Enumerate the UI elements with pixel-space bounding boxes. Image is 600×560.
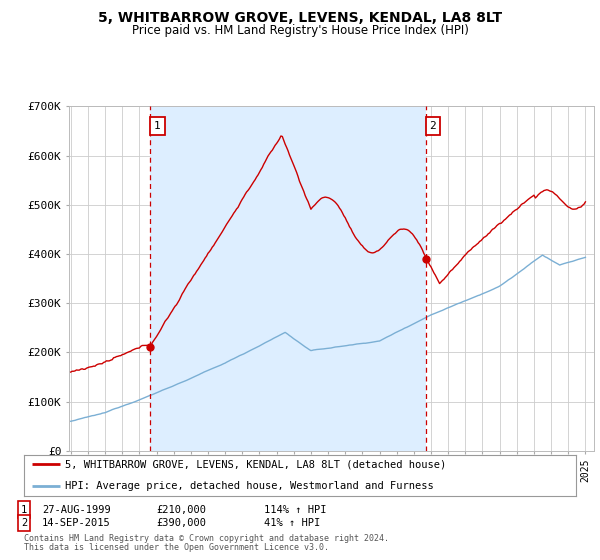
Text: 1: 1	[21, 505, 27, 515]
Text: 1: 1	[154, 121, 161, 131]
Text: Contains HM Land Registry data © Crown copyright and database right 2024.: Contains HM Land Registry data © Crown c…	[24, 534, 389, 543]
Text: £390,000: £390,000	[156, 518, 206, 528]
Text: 27-AUG-1999: 27-AUG-1999	[42, 505, 111, 515]
Text: 114% ↑ HPI: 114% ↑ HPI	[264, 505, 326, 515]
Text: 5, WHITBARROW GROVE, LEVENS, KENDAL, LA8 8LT (detached house): 5, WHITBARROW GROVE, LEVENS, KENDAL, LA8…	[65, 459, 446, 469]
Text: HPI: Average price, detached house, Westmorland and Furness: HPI: Average price, detached house, West…	[65, 480, 434, 491]
Text: 2: 2	[21, 518, 27, 528]
Text: 14-SEP-2015: 14-SEP-2015	[42, 518, 111, 528]
Text: 5, WHITBARROW GROVE, LEVENS, KENDAL, LA8 8LT: 5, WHITBARROW GROVE, LEVENS, KENDAL, LA8…	[98, 11, 502, 25]
Text: 41% ↑ HPI: 41% ↑ HPI	[264, 518, 320, 528]
Text: 2: 2	[430, 121, 436, 131]
Text: This data is licensed under the Open Government Licence v3.0.: This data is licensed under the Open Gov…	[24, 543, 329, 552]
Bar	[151, 106, 426, 451]
Text: Price paid vs. HM Land Registry's House Price Index (HPI): Price paid vs. HM Land Registry's House …	[131, 24, 469, 36]
Text: £210,000: £210,000	[156, 505, 206, 515]
